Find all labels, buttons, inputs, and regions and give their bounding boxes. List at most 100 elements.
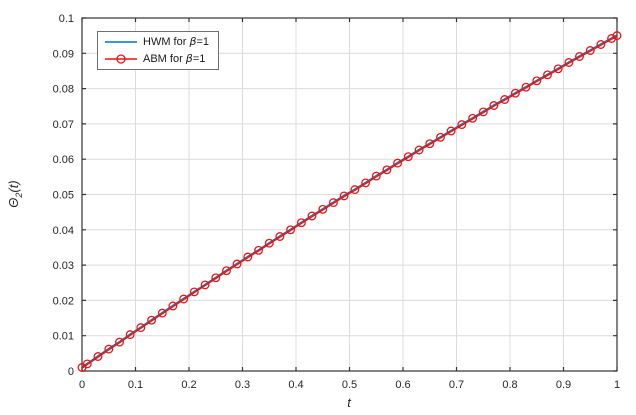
abm-marker bbox=[382, 165, 392, 175]
abm-marker bbox=[425, 139, 435, 149]
abm-marker bbox=[93, 352, 103, 361]
abm-sample-marker bbox=[116, 54, 126, 64]
abm-marker bbox=[612, 31, 622, 41]
abm-marker bbox=[489, 101, 499, 110]
legend-label-suffix: =1 bbox=[196, 36, 210, 48]
legend-label-abm: ABM for β=1 bbox=[143, 52, 205, 66]
abm-marker bbox=[564, 58, 574, 67]
abm-marker bbox=[457, 120, 467, 130]
y-axis-label-rest: (t) bbox=[6, 180, 22, 193]
y-tick-label: 0.08 bbox=[53, 84, 74, 96]
abm-marker bbox=[446, 126, 456, 136]
abm-marker bbox=[125, 330, 135, 340]
abm-marker bbox=[179, 294, 189, 304]
y-tick-label: 0.07 bbox=[53, 119, 74, 131]
legend-label-prefix: HWM for bbox=[143, 36, 190, 48]
abm-marker bbox=[585, 46, 595, 55]
abm-marker bbox=[189, 287, 199, 297]
y-axis-label-subscript: 2 bbox=[13, 192, 24, 198]
abm-marker bbox=[361, 178, 371, 188]
x-tick-label: 0.3 bbox=[235, 379, 250, 391]
abm-marker bbox=[232, 259, 242, 269]
y-tick-label: 0.09 bbox=[53, 48, 74, 60]
abm-marker bbox=[307, 211, 317, 221]
y-axis-label-symbol: Θ bbox=[6, 197, 22, 208]
y-tick-label: 0.06 bbox=[53, 154, 74, 166]
abm-marker bbox=[82, 359, 92, 369]
abm-marker bbox=[500, 95, 510, 104]
abm-marker bbox=[200, 280, 210, 290]
abm-marker bbox=[296, 218, 306, 228]
abm-marker bbox=[532, 76, 542, 86]
abm-marker bbox=[414, 145, 424, 155]
y-tick-label: 0.1 bbox=[59, 13, 74, 25]
gridlines bbox=[82, 18, 617, 371]
y-tick-label: 0.02 bbox=[53, 295, 74, 307]
x-tick-label: 0.7 bbox=[449, 379, 464, 391]
y-tick-label: 0 bbox=[68, 366, 74, 378]
y-tick-labels: 0 0.01 0.02 0.03 0.04 0.05 0.06 0.07 0.08 0.09 0.1 bbox=[53, 13, 74, 378]
abm-marker bbox=[157, 308, 167, 318]
abm-marker bbox=[243, 252, 253, 262]
y-tick-label: 0.03 bbox=[53, 260, 74, 272]
legend: HWM for β=1 ABM for β=1 bbox=[97, 31, 220, 70]
beta-symbol: β bbox=[185, 52, 193, 65]
y-tick-label: 0.05 bbox=[53, 190, 74, 202]
abm-line-sample bbox=[105, 54, 137, 64]
abm-marker bbox=[275, 232, 285, 241]
legend-item-hwm: HWM for β=1 bbox=[104, 35, 209, 49]
abm-marker bbox=[115, 337, 124, 347]
abm-marker bbox=[393, 158, 403, 168]
abm-marker bbox=[254, 245, 264, 255]
abm-marker bbox=[136, 323, 146, 333]
beta-symbol: β bbox=[189, 35, 197, 48]
abm-marker bbox=[222, 266, 231, 276]
abm-marker bbox=[350, 185, 360, 195]
abm-marker bbox=[328, 198, 338, 208]
x-tick-labels: 0 0.1 0.2 0.3 0.4 0.5 0.6 0.7 0.8 0.9 1 bbox=[79, 379, 620, 391]
y-axis-label: Θ2(t) bbox=[6, 180, 24, 207]
x-tick-label: 0.9 bbox=[556, 379, 571, 391]
abm-marker bbox=[436, 132, 445, 142]
abm-marker bbox=[318, 204, 328, 214]
y-tick-label: 0.04 bbox=[53, 225, 74, 237]
hwm-line-sample bbox=[105, 41, 137, 43]
x-tick-label: 0.4 bbox=[288, 379, 303, 391]
abm-marker bbox=[371, 171, 381, 181]
abm-line bbox=[81, 35, 618, 369]
abm-marker bbox=[403, 152, 413, 162]
abm-marker bbox=[264, 238, 274, 248]
abm-marker bbox=[468, 113, 478, 123]
legend-label-prefix: ABM for bbox=[143, 53, 186, 65]
abm-marker bbox=[521, 82, 531, 92]
abm-marker bbox=[339, 191, 349, 201]
abm-marker bbox=[575, 52, 584, 61]
legend-item-abm: ABM for β=1 bbox=[104, 52, 209, 66]
hwm-line bbox=[81, 34, 618, 368]
x-axis-label: t bbox=[347, 395, 351, 410]
x-tick-label: 1 bbox=[614, 379, 620, 391]
abm-marker bbox=[286, 225, 296, 235]
abm-marker bbox=[211, 273, 221, 283]
x-tick-label: 0.1 bbox=[128, 379, 143, 391]
x-tick-label: 0 bbox=[79, 379, 85, 391]
legend-label-suffix: =1 bbox=[192, 53, 206, 65]
x-tick-label: 0.2 bbox=[181, 379, 196, 391]
abm-marker bbox=[478, 107, 488, 117]
abm-marker bbox=[510, 88, 520, 98]
abm-marker bbox=[104, 344, 114, 354]
y-tick-label: 0.01 bbox=[53, 331, 74, 343]
x-tick-label: 0.6 bbox=[395, 379, 410, 391]
x-tick-label: 0.5 bbox=[342, 379, 357, 391]
legend-label-hwm: HWM for β=1 bbox=[143, 35, 209, 49]
tick-marks bbox=[81, 17, 618, 372]
abm-marker bbox=[553, 64, 563, 74]
abm-markers bbox=[77, 31, 622, 372]
abm-marker bbox=[147, 315, 157, 325]
abm-marker bbox=[596, 40, 606, 49]
abm-marker bbox=[168, 301, 178, 311]
x-tick-label: 0.8 bbox=[502, 379, 517, 391]
abm-marker bbox=[543, 70, 552, 80]
